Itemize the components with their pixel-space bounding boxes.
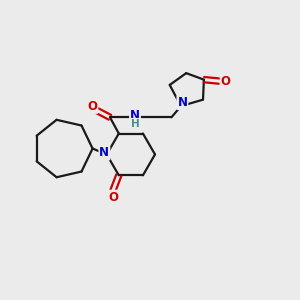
Text: O: O xyxy=(108,190,118,204)
Text: O: O xyxy=(87,100,97,113)
Text: H: H xyxy=(130,119,140,129)
Text: O: O xyxy=(221,75,231,88)
Text: N: N xyxy=(99,146,110,159)
Text: N: N xyxy=(177,96,188,109)
Text: N: N xyxy=(130,109,140,122)
